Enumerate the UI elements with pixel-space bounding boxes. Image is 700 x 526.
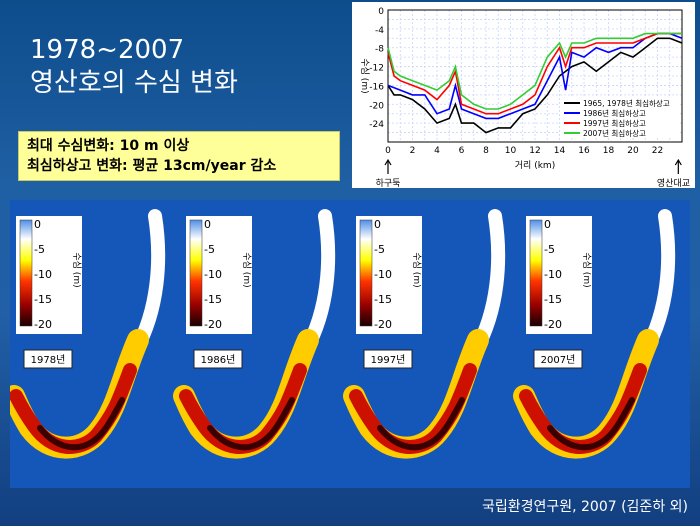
river-deepest: [37, 397, 125, 451]
colorbar-gradient: [189, 219, 203, 327]
depth-map-panel: 0 -5 -10 -15 -20 수심 (m) 2007년: [513, 209, 676, 459]
x-start-label: 하구둑: [376, 178, 401, 188]
year-label-box: [533, 349, 583, 369]
maps-svg: 0 -5 -10 -15 -20 수심 (m) 1978년 0 -5 -10 -15 -20 수심 (m…: [3, 209, 676, 459]
note-thalweg-change: 최심하상고 변화: 평균 13cm/year 감소: [27, 158, 277, 174]
x-tick-label: 4: [434, 146, 440, 156]
series-line-4: [387, 32, 682, 110]
colorbar-tick-label: -15: [204, 293, 222, 306]
depth-profile-chart: 0 -4 -8 -12 -16 -20 -24 0 2 4 6 8 10 12 14 16 18 20 22 수심 (…: [352, 2, 695, 189]
colorbar-tick-label: -20: [34, 318, 52, 331]
colorbar-tick-label: -20: [374, 318, 392, 331]
colorbar-tick-label: -5: [374, 243, 385, 256]
y-tick-label: -12: [369, 64, 384, 74]
y-tick-label: 0: [378, 7, 384, 17]
x-tick-label: 22: [652, 146, 663, 156]
colorbar-tick-label: -5: [544, 243, 555, 256]
x-axis-label: 거리 (km): [515, 160, 555, 171]
year-label: 1978년: [31, 354, 66, 366]
title-subject: 영산호의 수심 변화: [30, 68, 238, 98]
colorbar-tick-label: -15: [544, 293, 562, 306]
colorbar-tick-label: 0: [374, 218, 381, 231]
colorbar-tick-label: -20: [544, 318, 562, 331]
series-line-1: [387, 37, 683, 134]
series-line-3: [387, 32, 682, 115]
y-tick-label: -4: [375, 26, 384, 36]
river-deepest: [207, 397, 295, 451]
slide-title: 1978~2007 영산호의 수심 변화: [30, 34, 238, 100]
colorbar-tick-label: 0: [544, 218, 551, 231]
y-tick-label: -24: [369, 120, 384, 130]
note-max-depth-change: 최대 수심변화: 10 m 이상: [27, 138, 190, 154]
year-label: 1986년: [201, 354, 236, 366]
estuary-dam-arrow: [384, 158, 392, 174]
colorbar-label: 수심 (m): [411, 252, 422, 287]
x-tick-label: 6: [459, 146, 465, 156]
x-tick-label: 14: [554, 146, 566, 156]
x-tick-label: 8: [483, 146, 489, 156]
x-tick-label: 0: [385, 146, 391, 156]
x-tick-label: 20: [627, 146, 639, 156]
colorbar-gradient: [359, 219, 373, 327]
year-label-box: [23, 349, 73, 369]
summary-note: 최대 수심변화: 10 m 이상 최심하상고 변화: 평균 13cm/year …: [18, 131, 340, 181]
chart-svg: 0 -4 -8 -12 -16 -20 -24 0 2 4 6 8 10 12 14 16 18 20 22 수심 (…: [359, 7, 690, 189]
colorbar-tick-label: -10: [204, 268, 222, 281]
legend-entry: 1965, 1978년 최심하상고: [583, 98, 670, 108]
colorbar-label: 수심 (m): [581, 252, 592, 287]
y-tick-label: -8: [375, 45, 384, 55]
colorbar-gradient: [529, 219, 543, 327]
x-tick-label: 16: [578, 146, 590, 156]
legend-entry: 2007년 최심하상고: [583, 128, 646, 138]
colorbar-tick-label: -5: [204, 243, 215, 256]
colorbar-tick-label: -10: [34, 268, 52, 281]
colorbar-label: 수심 (m): [241, 252, 252, 287]
river-deepest: [547, 397, 635, 451]
y-axis-label: 수심 (m): [359, 58, 370, 93]
year-label-box: [193, 349, 243, 369]
y-tick-label: -16: [369, 82, 384, 92]
colorbar-tick-label: -20: [204, 318, 222, 331]
x-end-label: 영산대교: [657, 178, 690, 188]
x-tick-label: 12: [529, 146, 540, 156]
colorbar-gradient: [19, 219, 33, 327]
colorbar-tick-label: -15: [374, 293, 392, 306]
legend-entry: 1986년 최심하상고: [583, 108, 646, 118]
year-label-box: [363, 349, 413, 369]
colorbar-tick-label: -15: [34, 293, 52, 306]
river-deepest: [377, 397, 465, 451]
colorbar-label: 수심 (m): [71, 252, 82, 287]
depth-map-panel: 0 -5 -10 -15 -20 수심 (m) 1997년: [343, 209, 506, 459]
title-years: 1978~2007: [30, 35, 185, 65]
year-label: 2007년: [541, 354, 576, 366]
x-tick-label: 2: [410, 146, 416, 156]
colorbar-tick-label: 0: [34, 218, 41, 231]
colorbar-tick-label: -5: [34, 243, 45, 256]
x-tick-label: 18: [603, 146, 615, 156]
depth-map-panel: 0 -5 -10 -15 -20 수심 (m) 1978년: [3, 209, 166, 459]
series-line-2: [387, 32, 683, 120]
colorbar-tick-label: -10: [374, 268, 392, 281]
source-credit: 국립환경연구원, 2007 (김준하 외): [481, 499, 688, 515]
x-tick-label: 10: [505, 146, 517, 156]
depth-map-panel: 0 -5 -10 -15 -20 수심 (m) 1986년: [173, 209, 336, 459]
colorbar-tick-label: 0: [204, 218, 211, 231]
year-label: 1997년: [371, 354, 406, 366]
plot-frame: [387, 9, 683, 143]
bridge-arrow: [674, 158, 682, 174]
colorbar-tick-label: -10: [544, 268, 562, 281]
legend-entry: 1997년 최심하상고: [583, 118, 646, 128]
depth-maps: 0 -5 -10 -15 -20 수심 (m) 1978년 0 -5 -10 -15 -20 수심 (m…: [3, 200, 690, 488]
y-tick-label: -20: [369, 101, 384, 111]
